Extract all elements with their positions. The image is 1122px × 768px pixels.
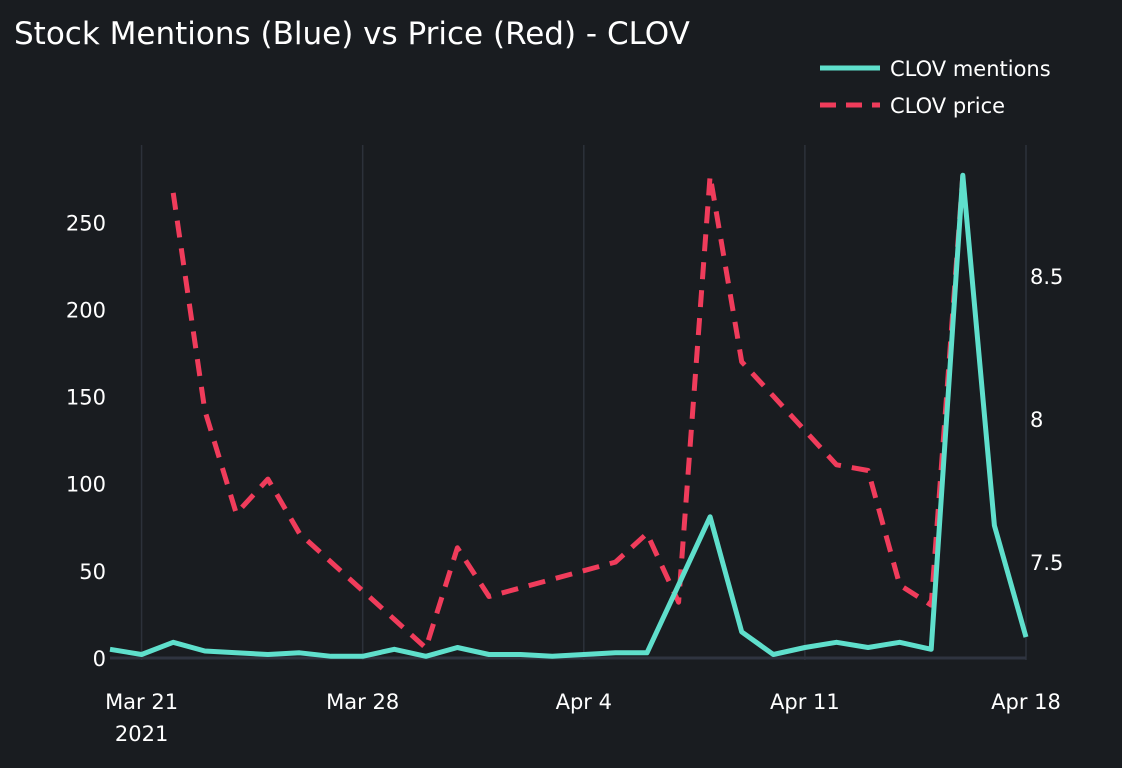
gridlines: [140, 145, 1027, 660]
x-axis: Mar 21 2021 Mar 28 Apr 4 Apr 11 Apr 18: [105, 690, 1061, 746]
series-line-price: [170, 173, 966, 651]
x-tick-label: Mar 28: [326, 690, 399, 714]
legend[interactable]: CLOV mentions CLOV price: [820, 57, 1051, 118]
legend-item-mentions[interactable]: CLOV mentions: [820, 57, 1051, 81]
legend-item-price[interactable]: CLOV price: [820, 94, 1005, 118]
x-tick-label: Apr 11: [770, 690, 840, 714]
x-tick-label: Apr 4: [556, 690, 612, 714]
x-tick-label: Apr 18: [991, 690, 1061, 714]
y-left-tick-label: 100: [66, 473, 106, 497]
x-tick-label: Mar 21: [105, 690, 178, 714]
y-right-tick-label: 8.5: [1030, 265, 1063, 289]
y-left-tick-label: 50: [79, 560, 106, 584]
y-left-tick-label: 250: [66, 211, 106, 235]
y-left-tick-label: 0: [93, 647, 106, 671]
y-left-tick-label: 150: [66, 386, 106, 410]
y-axis-left: 0 50 100 150 200 250: [66, 211, 106, 671]
x-tick-sublabel: 2021: [115, 722, 168, 746]
y-left-tick-label: 200: [66, 298, 106, 322]
series-line-mentions: [109, 172, 1029, 659]
plot-area: [109, 172, 1029, 659]
y-right-tick-label: 8: [1030, 408, 1043, 432]
legend-label-price: CLOV price: [890, 94, 1005, 118]
y-right-tick-label: 7.5: [1030, 551, 1063, 575]
legend-label-mentions: CLOV mentions: [890, 57, 1051, 81]
y-axis-right: 7.5 8 8.5: [1030, 265, 1063, 575]
chart-title: Stock Mentions (Blue) vs Price (Red) - C…: [14, 16, 690, 52]
